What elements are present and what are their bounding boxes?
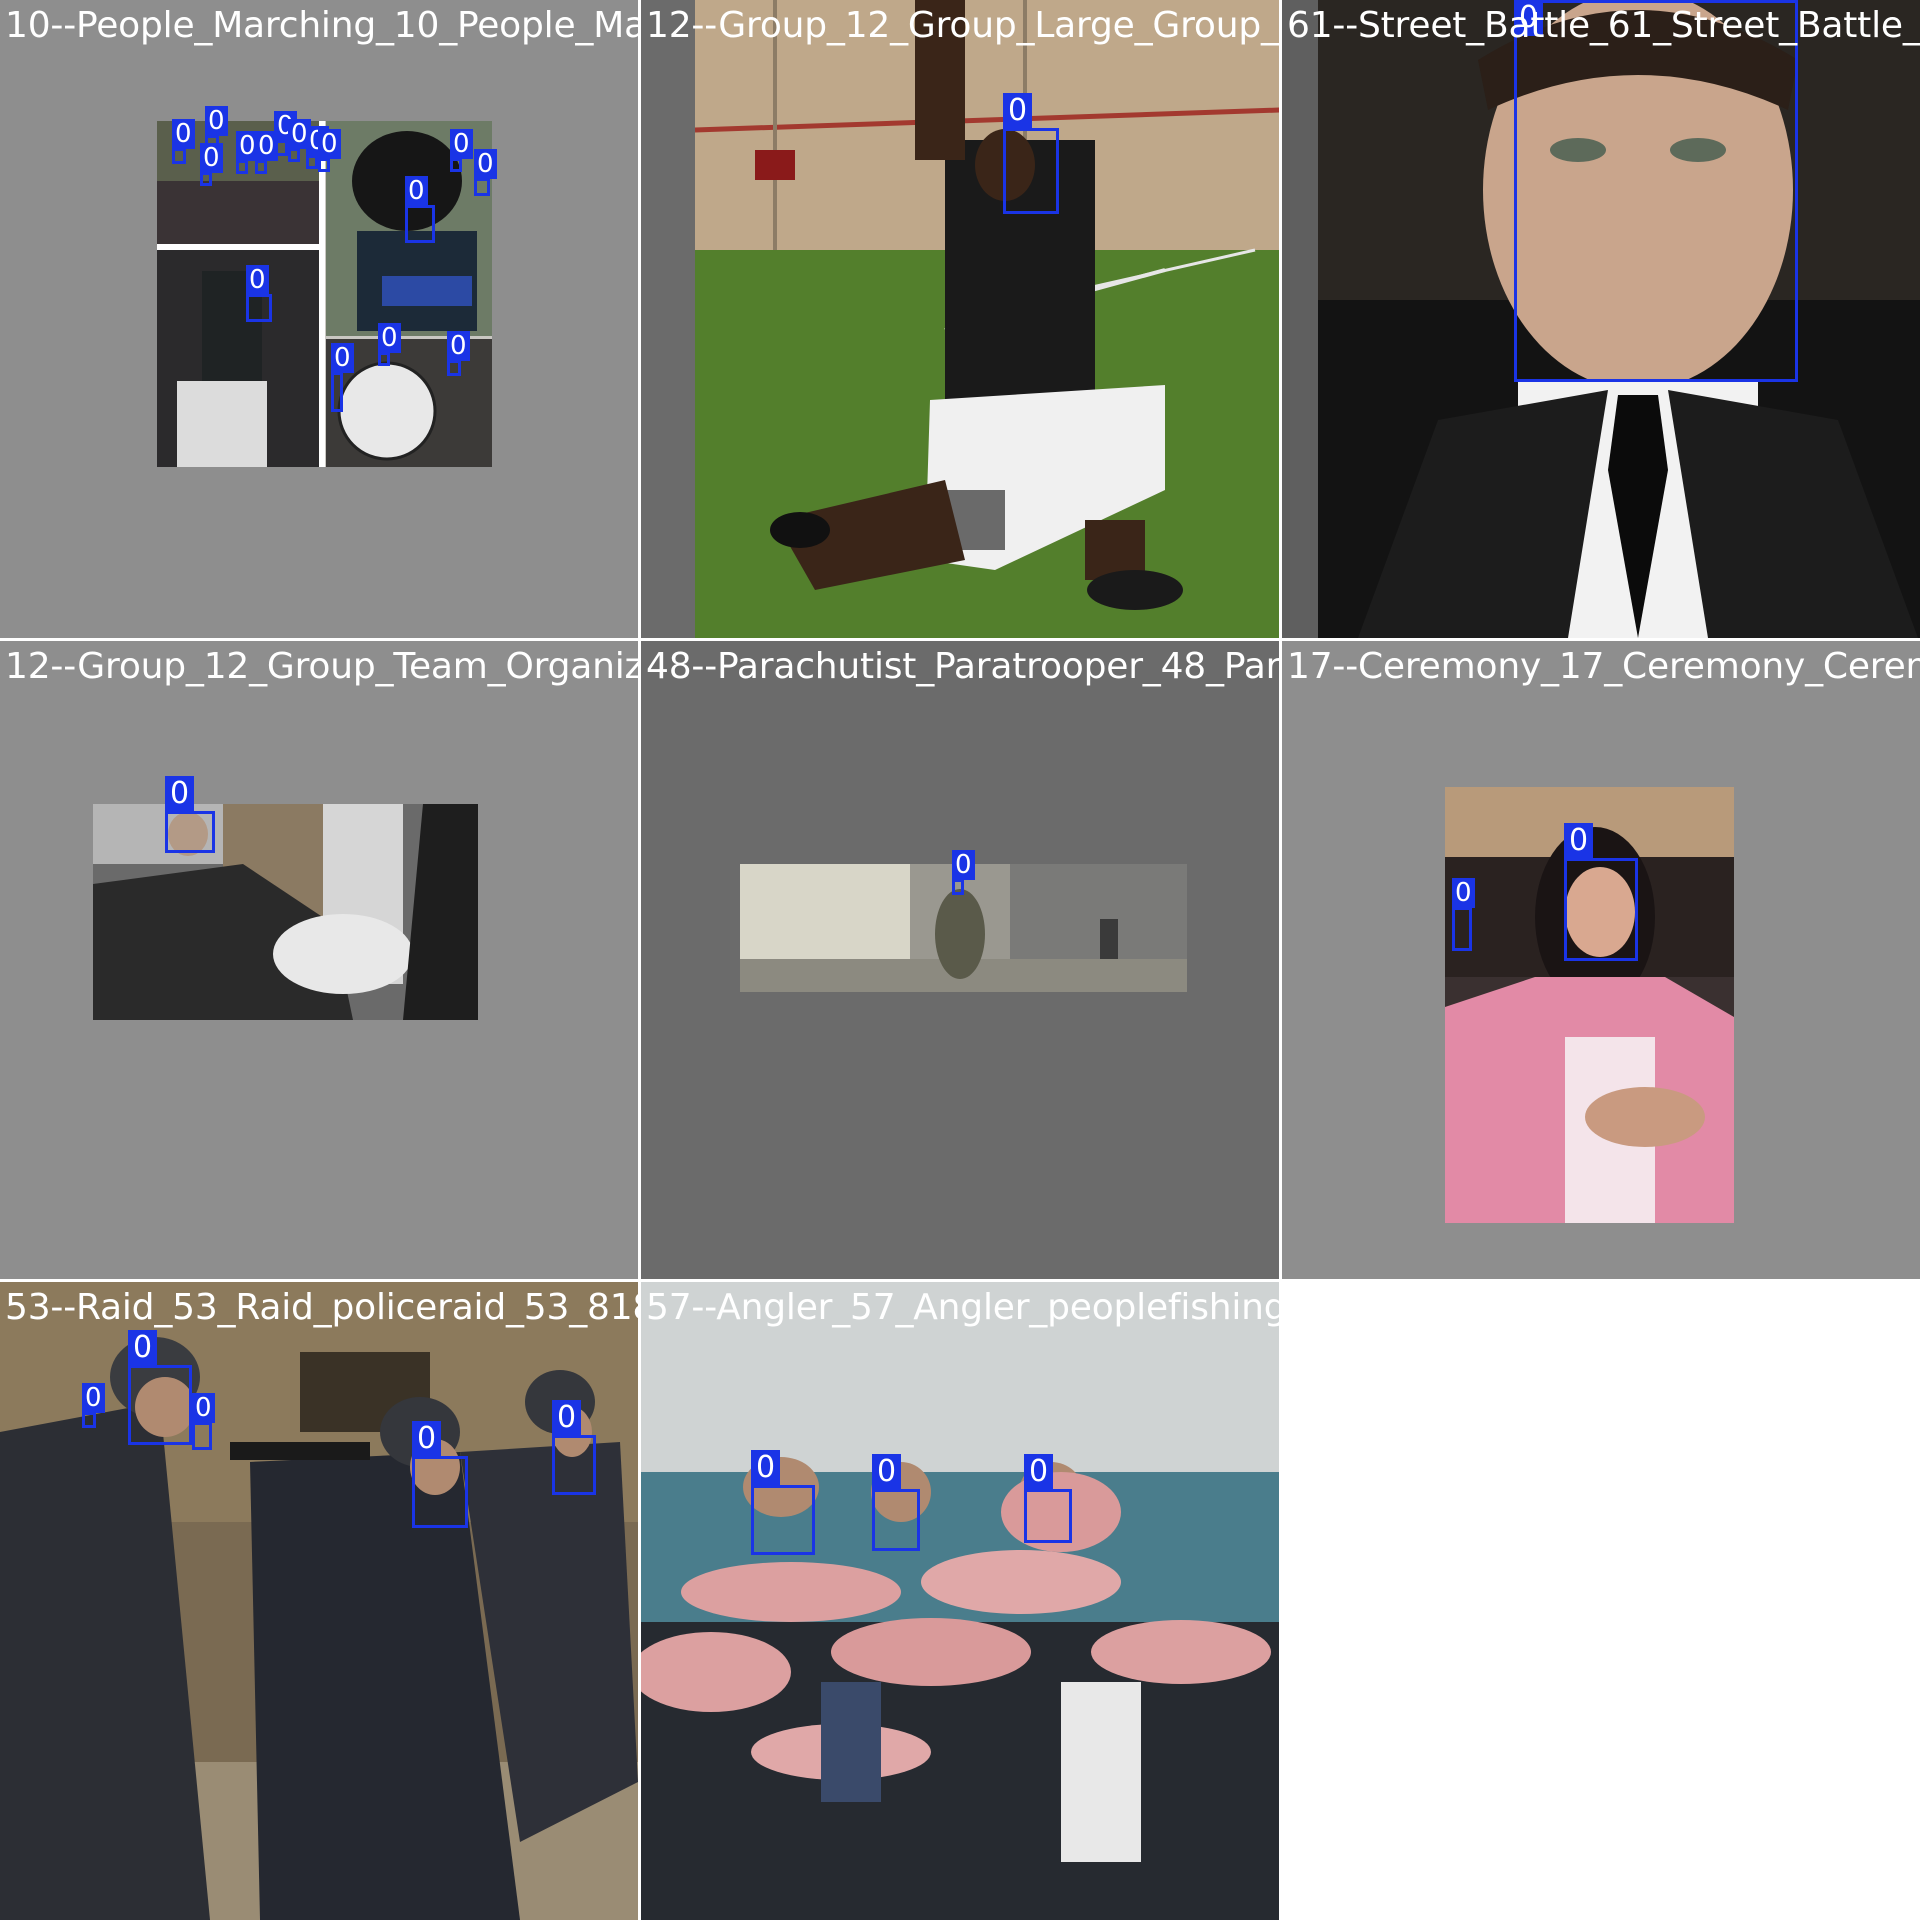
detection-class-label: 0	[872, 1454, 902, 1490]
detection-class-label: 0	[172, 119, 195, 149]
detection-class-label: 0	[255, 131, 278, 161]
face-detection-box: 0	[450, 129, 473, 172]
photo-anglers-with-fish	[641, 1282, 1279, 1920]
photo-man-portrait	[1318, 0, 1920, 638]
face-detection-box: 0	[474, 149, 497, 196]
face-detection-box: 0	[246, 265, 272, 322]
grid-divider	[1279, 0, 1282, 1282]
photo-airborne-banner	[740, 864, 1187, 992]
tile-title: 61--Street_Battle_61_Street_Battle_stree…	[1287, 5, 1920, 46]
face-detection-box: 0	[1514, 0, 1798, 382]
tile-title: 12--Group_12_Group_Team_Organized_Group_…	[5, 646, 638, 687]
detection-class-label: 0	[82, 1383, 105, 1413]
face-detection-box: 0	[255, 131, 278, 174]
detection-class-label: 0	[288, 119, 311, 149]
detection-class-label: 0	[447, 331, 470, 361]
detection-class-label: 0	[405, 176, 428, 206]
face-detection-box: 0	[952, 850, 975, 895]
face-detection-box: 0	[274, 111, 297, 156]
tile-title: 57--Angler_57_Angler_peoplefishing_57_17	[646, 1287, 1279, 1328]
face-detection-box: 0	[1564, 823, 1638, 961]
detection-class-label: 0	[200, 143, 223, 173]
tile-title: 53--Raid_53_Raid_policeraid_53_818.jpg	[5, 1287, 638, 1328]
detection-class-label: 0	[128, 1330, 158, 1366]
face-detection-box: 0	[82, 1383, 105, 1428]
tile-title: 17--Ceremony_17_Ceremony_Ceremony_17_600	[1287, 646, 1920, 687]
detection-class-label: 0	[751, 1450, 781, 1486]
detection-class-label: 0	[1564, 823, 1594, 859]
detection-class-label: 0	[1003, 93, 1033, 129]
photo-seated-person	[93, 804, 478, 1020]
face-detection-box: 0	[165, 776, 215, 853]
detection-class-label: 0	[952, 850, 975, 880]
mosaic-tile-ceremony: 0 0 17--Ceremony_17_Ceremony_Ceremony_17…	[1282, 641, 1920, 1279]
mosaic-tile-angler: 0 0 0 57--Angler_57_Angler_peoplefishing…	[641, 1282, 1279, 1920]
detection-class-label: 0	[331, 343, 354, 373]
detection-class-label: 0	[378, 323, 401, 353]
detection-class-label: 0	[1452, 878, 1475, 908]
photo-police-raid	[0, 1282, 638, 1920]
grid-divider	[0, 1279, 1920, 1282]
detection-class-label: 0	[1514, 0, 1544, 36]
detection-class-label: 0	[246, 265, 269, 295]
photo-kneeling-man	[695, 0, 1279, 638]
face-detection-box: 0	[128, 1330, 192, 1445]
detection-class-label: 0	[205, 106, 228, 136]
grid-divider	[0, 638, 1920, 641]
face-detection-box: 0	[236, 131, 259, 174]
face-detection-box: 0	[552, 1400, 596, 1495]
face-detection-box: 0	[1452, 878, 1475, 951]
face-detection-box: 0	[192, 1393, 215, 1450]
face-detection-box: 0	[288, 119, 311, 162]
detection-class-label: 0	[192, 1393, 215, 1423]
face-detection-box: 0	[1024, 1454, 1072, 1543]
face-detection-box: 0	[378, 323, 401, 366]
mosaic-tile-people-marching: 0 0 0 0 0 0 0 0 0 0 0 0 0 0 0 0 10--Peop…	[0, 0, 638, 638]
detection-class-label: 0	[412, 1421, 442, 1457]
tile-title: 10--People_Marching_10_People_Marching_P…	[5, 5, 638, 46]
face-detection-box: 0	[172, 119, 195, 164]
face-detection-box: 0	[872, 1454, 920, 1551]
grid-divider	[638, 0, 641, 1920]
tile-title: 48--Parachutist_Paratrooper_48_Parachuti…	[646, 646, 1279, 687]
mosaic-tile-street-battle: 0 61--Street_Battle_61_Street_Battle_str…	[1282, 0, 1920, 638]
face-detection-box: 0	[331, 343, 354, 412]
tile-title: 12--Group_12_Group_Large_Group_12_Group_…	[646, 5, 1279, 46]
mosaic-tile-raid: 0 0 0 0 0 53--Raid_53_Raid_policeraid_53…	[0, 1282, 638, 1920]
detection-class-label: 0	[318, 129, 341, 159]
face-detection-box: 0	[306, 126, 329, 169]
detection-class-label: 0	[165, 776, 195, 812]
face-detection-box: 0	[447, 331, 470, 376]
face-detection-box: 0	[318, 129, 341, 172]
detection-class-label: 0	[450, 129, 473, 159]
face-detection-box: 0	[751, 1450, 815, 1555]
detection-class-label: 0	[236, 131, 259, 161]
mosaic-tile-parachutist: 0 48--Parachutist_Paratrooper_48_Parachu…	[641, 641, 1279, 1279]
detection-class-label: 0	[474, 149, 497, 179]
mosaic-tile-group-team: 0 12--Group_12_Group_Team_Organized_Grou…	[0, 641, 638, 1279]
detection-class-label: 0	[1024, 1454, 1054, 1490]
face-detection-box: 0	[412, 1421, 468, 1528]
face-detection-box: 0	[1003, 93, 1059, 214]
face-detection-box: 0	[405, 176, 435, 243]
face-detection-box: 0	[200, 143, 223, 186]
mosaic-tile-large-group: 0 12--Group_12_Group_Large_Group_12_Grou…	[641, 0, 1279, 638]
detection-class-label: 0	[552, 1400, 582, 1436]
